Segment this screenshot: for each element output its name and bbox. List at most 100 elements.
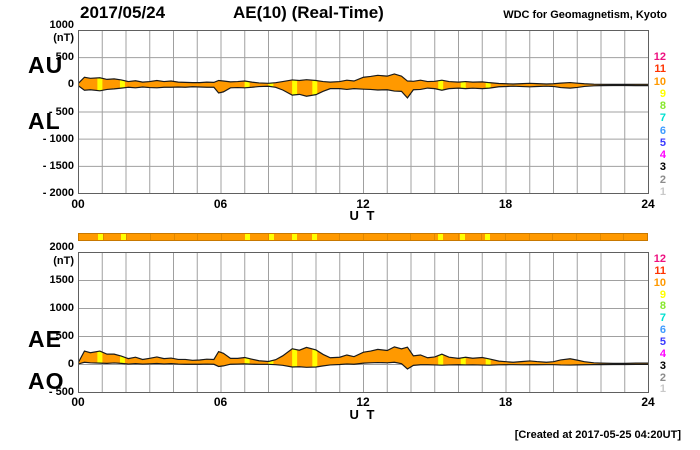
station-count-11: 11 xyxy=(654,63,666,76)
nine-station-stripe xyxy=(438,73,444,98)
strip-hour-separator xyxy=(339,234,341,240)
upper-envelope-line xyxy=(78,73,649,85)
strip-nine-station-mark xyxy=(98,234,104,240)
station-count-6: 6 xyxy=(659,324,666,337)
x-tick-label: 12 xyxy=(356,197,370,211)
nine-station-stripe xyxy=(312,346,318,369)
strip-nine-station-mark xyxy=(460,234,466,240)
bottom-station-count-legend: 12 11 10 9 8 7 6 5 4 3 2 1 xyxy=(650,254,666,404)
strip-hour-separator xyxy=(623,234,625,240)
y-tick-label: 1000 xyxy=(49,19,74,31)
strip-hour-separator xyxy=(576,234,577,240)
station-count-4: 4 xyxy=(659,347,666,360)
strip-hour-separator xyxy=(552,234,554,240)
x-tick-label: 00 xyxy=(71,197,85,211)
station-count-10: 10 xyxy=(653,75,666,88)
strip-hour-separator xyxy=(126,234,128,240)
x-tick-label: 18 xyxy=(498,395,513,409)
station-count-8: 8 xyxy=(659,100,666,113)
strip-nine-station-mark xyxy=(437,234,443,240)
station-count-7: 7 xyxy=(659,312,666,325)
plot-date: 2017/05/24 xyxy=(80,3,166,22)
y-tick-label: 1000 xyxy=(49,302,74,314)
station-count-5: 5 xyxy=(659,136,666,149)
nine-station-stripe xyxy=(97,73,103,98)
bottom-ut-axis-label: U T xyxy=(349,407,377,422)
strip-hour-separator xyxy=(150,234,151,240)
station-count-9: 9 xyxy=(659,288,666,301)
x-tick-label: 24 xyxy=(641,395,655,409)
y-tick-label: 2000 xyxy=(49,241,74,253)
y-tick-label: 500 xyxy=(55,51,74,64)
upper-envelope-line xyxy=(78,346,649,364)
strip-nine-station-mark xyxy=(245,234,251,240)
strip-nine-station-mark xyxy=(485,234,491,240)
x-tick-label: 24 xyxy=(641,197,655,211)
nine-station-stripe xyxy=(292,73,298,98)
nine-station-stripe xyxy=(460,346,466,369)
y-tick-label: 0 xyxy=(67,78,74,91)
strip-nine-station-mark xyxy=(312,234,318,240)
station-count-10: 10 xyxy=(653,276,666,289)
y-tick-label: 1500 xyxy=(49,274,74,286)
station-count-7: 7 xyxy=(659,112,666,125)
index-band-fill xyxy=(78,346,649,369)
ao-label: AO xyxy=(28,368,65,394)
au-al-chart-panel xyxy=(78,30,649,194)
station-count-11: 11 xyxy=(654,264,666,277)
nine-station-stripe xyxy=(312,73,318,98)
station-count-strip xyxy=(78,233,648,241)
station-count-1: 1 xyxy=(659,185,666,198)
y-tick-label: - 1500 xyxy=(42,159,74,172)
station-count-9: 9 xyxy=(659,87,666,100)
nine-station-stripe xyxy=(268,346,274,369)
au-label: AU xyxy=(28,52,64,78)
nine-station-stripe xyxy=(438,346,444,369)
strip-hour-separator xyxy=(221,234,222,240)
ae-label: AE xyxy=(28,326,62,352)
strip-hour-separator xyxy=(434,234,435,240)
y-tick-label: - 500 xyxy=(48,105,74,118)
created-timestamp: [Created at 2017-05-25 04:20UT] xyxy=(514,429,681,441)
nine-station-stripe xyxy=(268,73,274,98)
lower-envelope-line xyxy=(78,361,649,370)
strip-hour-separator xyxy=(457,234,459,240)
ae-ao-chart-panel xyxy=(78,252,649,393)
nine-station-stripe xyxy=(244,346,250,369)
lower-envelope-line xyxy=(78,84,649,99)
strip-hour-separator xyxy=(599,234,601,240)
al-label: AL xyxy=(28,108,61,134)
y-tick-label: - 1000 xyxy=(42,132,74,145)
strip-nine-station-mark xyxy=(292,234,298,240)
nine-station-stripe xyxy=(485,73,491,98)
y-tick-label: - 2000 xyxy=(42,187,74,199)
station-count-8: 8 xyxy=(659,300,666,313)
top-unit-label: (nT) xyxy=(53,32,74,44)
observatory-credit: WDC for Geomagnetism, Kyoto xyxy=(503,9,667,21)
x-tick-label: 00 xyxy=(71,395,85,409)
station-count-6: 6 xyxy=(659,124,666,137)
panel-frame xyxy=(78,252,649,393)
nine-station-stripe xyxy=(460,73,466,98)
nine-station-stripe xyxy=(97,346,103,369)
station-count-5: 5 xyxy=(659,335,666,348)
bottom-unit-label: (nT) xyxy=(53,255,74,267)
strip-nine-station-mark xyxy=(268,234,274,240)
strip-hour-separator xyxy=(528,234,530,240)
strip-hour-separator xyxy=(410,234,412,240)
y-tick-label: - 500 xyxy=(48,386,74,398)
nine-station-stripe xyxy=(244,73,250,98)
panel-frame xyxy=(78,30,649,194)
station-count-12: 12 xyxy=(653,51,666,63)
y-tick-label: 0 xyxy=(67,358,74,370)
y-tick-label: 500 xyxy=(55,330,74,342)
top-station-count-legend: 12 11 10 9 8 7 6 5 4 3 2 1 xyxy=(650,52,666,202)
nine-station-stripe xyxy=(119,346,125,369)
nine-station-stripe xyxy=(485,346,491,369)
nine-station-stripe xyxy=(292,346,298,369)
strip-hour-separator xyxy=(386,234,388,240)
nine-station-stripe xyxy=(119,73,125,98)
station-count-2: 2 xyxy=(659,371,666,384)
x-tick-label: 06 xyxy=(213,395,228,409)
x-tick-label: 06 xyxy=(213,197,228,211)
